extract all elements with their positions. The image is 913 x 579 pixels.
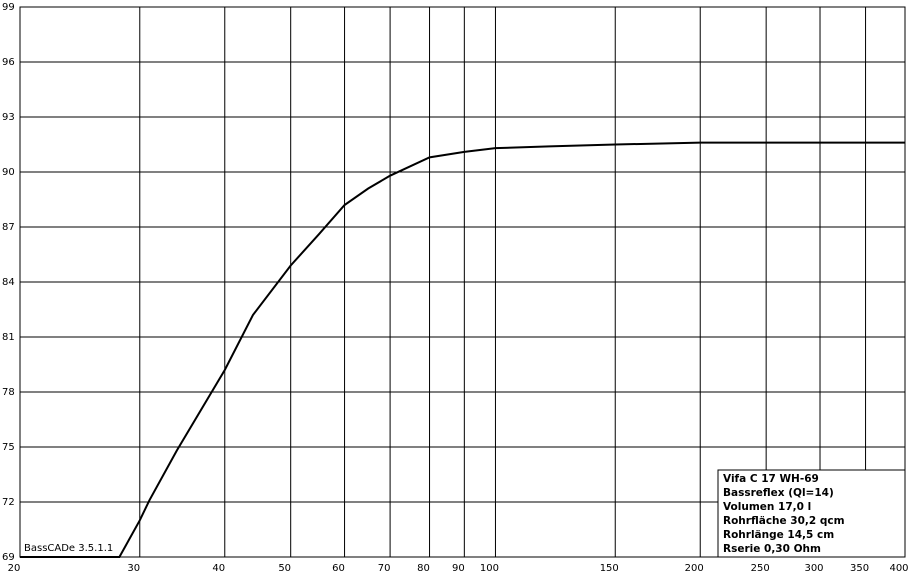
x-tick-label: 250 <box>751 563 770 574</box>
x-tick-label: 400 <box>889 563 908 574</box>
y-tick-label: 87 <box>2 222 15 233</box>
y-tick-label: 72 <box>2 497 15 508</box>
legend-text: Volumen 17,0 l <box>723 501 811 513</box>
x-tick-label: 300 <box>804 563 823 574</box>
line <box>20 141 905 558</box>
legend: Vifa C 17 WH-69 Bassreflex (Ql=14) Volumen… <box>717 469 906 558</box>
x-tick-label: 70 <box>378 563 391 574</box>
x-tick-label: 60 <box>332 563 345 574</box>
x-tick-label: 50 <box>278 563 291 574</box>
legend-text: Rserie 0,30 Ohm <box>723 543 821 555</box>
y-tick-label: 90 <box>2 167 15 178</box>
x-tick-label: 20 <box>8 563 21 574</box>
x-tick-label: 350 <box>850 563 869 574</box>
y-tick-label: 78 <box>2 387 15 398</box>
x-tick-label: 40 <box>212 563 225 574</box>
y-tick-label: 93 <box>2 112 15 123</box>
y-tick-label: 96 <box>2 57 15 68</box>
x-tick-label: 80 <box>417 563 430 574</box>
legend-text: Vifa C 17 WH-69 <box>723 473 819 485</box>
y-tick-label: 84 <box>2 277 15 288</box>
y-tick-label: 75 <box>2 442 15 453</box>
x-tick-label: 100 <box>480 563 499 574</box>
x-tick-label: 30 <box>127 563 140 574</box>
legend-text: Rohrfläche 30,2 qcm <box>723 515 845 527</box>
annotation: BassCADe 3.5.1.1 <box>24 543 113 554</box>
y-tick-label: 69 <box>2 552 15 563</box>
legend-text: Bassreflex (Ql=14) <box>723 487 834 499</box>
x-tick-label: 150 <box>600 563 619 574</box>
x-tick-label: 200 <box>685 563 704 574</box>
y-tick-label: 99 <box>2 2 15 13</box>
legend-box <box>717 469 906 558</box>
y-tick-label: 81 <box>2 332 15 343</box>
legend-text: Rohrlänge 14,5 cm <box>723 529 834 541</box>
x-tick-label: 90 <box>452 563 465 574</box>
